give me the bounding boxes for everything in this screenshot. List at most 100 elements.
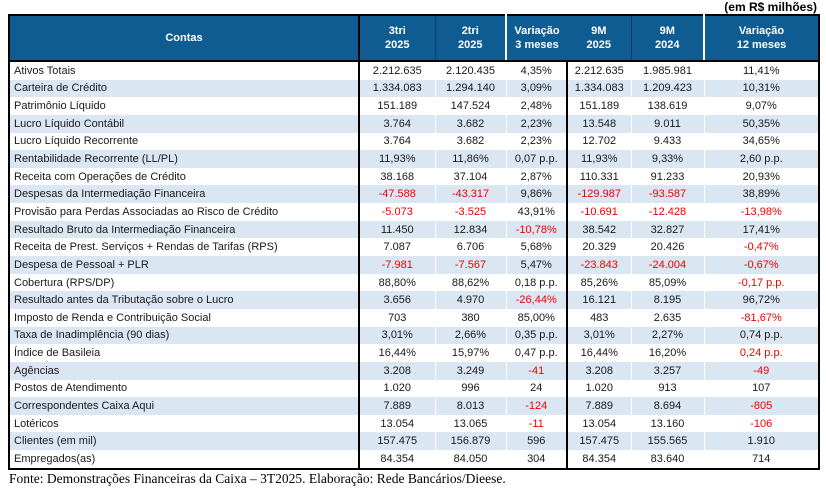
value-cell: 50,35% bbox=[704, 114, 819, 133]
table-row: Resultado antes da Tributação sobre o Lu… bbox=[9, 291, 819, 309]
value-cell: 10,31% bbox=[704, 79, 819, 98]
row-label: Despesas da Intermediação Financeira bbox=[9, 185, 360, 204]
row-label: Ativos Totais bbox=[9, 61, 360, 80]
table-row: Provisão para Perdas Associadas ao Risco… bbox=[9, 203, 819, 221]
row-label: Imposto de Renda e Contribuição Social bbox=[9, 308, 360, 327]
value-cell: 157.475 bbox=[567, 432, 632, 451]
value-cell: -7.567 bbox=[435, 256, 507, 274]
table-row: Agências 3.208 3.249 -41 3.208 3.257 -49 bbox=[9, 361, 819, 380]
row-label: Rentabilidade Recorrente (LL/PL) bbox=[9, 150, 360, 168]
value-cell: -0,47% bbox=[704, 238, 819, 257]
table-row: Correspondentes Caixa Aqui 7.889 8.013 -124… bbox=[9, 397, 819, 415]
value-cell: 2,66% bbox=[435, 326, 507, 345]
value-cell: 3,09% bbox=[506, 79, 568, 98]
value-cell: -805 bbox=[704, 397, 819, 415]
row-label: Resultado Bruto da Intermediação Finance… bbox=[9, 220, 360, 239]
value-cell: 304 bbox=[506, 450, 568, 469]
column-header-line: 3 meses bbox=[515, 39, 559, 51]
value-cell: 1.334.083 bbox=[359, 79, 436, 98]
value-cell: 9,07% bbox=[704, 97, 819, 115]
value-cell: 3.208 bbox=[567, 361, 632, 380]
value-cell: 1.209.423 bbox=[631, 79, 705, 98]
value-cell: 20,93% bbox=[704, 167, 819, 186]
table-row: Rentabilidade Recorrente (LL/PL) 11,93% 11… bbox=[9, 150, 819, 168]
value-cell: 2.120.435 bbox=[435, 61, 507, 80]
value-cell: -49 bbox=[704, 361, 819, 380]
value-cell: 0,35 p.p. bbox=[506, 326, 568, 345]
table-row: Lotéricos 13.054 13.065 -11 13.054 13.160 -106 bbox=[9, 414, 819, 433]
value-cell: 38.542 bbox=[567, 220, 632, 239]
value-cell: -47.588 bbox=[359, 185, 436, 204]
value-cell: 16,44% bbox=[567, 344, 632, 362]
row-label: Provisão para Perdas Associadas ao Risco… bbox=[9, 203, 360, 221]
value-cell: 2.635 bbox=[631, 308, 705, 327]
row-label: Cobertura (RPS/DP) bbox=[9, 273, 360, 292]
value-cell: 85,26% bbox=[567, 273, 632, 292]
table-row: Resultado Bruto da Intermediação Finance… bbox=[9, 220, 819, 239]
value-cell: 16,44% bbox=[359, 344, 436, 362]
value-cell: -43.317 bbox=[435, 185, 507, 204]
value-cell: 9,86% bbox=[506, 185, 568, 204]
value-cell: 85,00% bbox=[506, 308, 568, 327]
column-header: 9M 2025 bbox=[567, 15, 632, 62]
value-cell: 96,72% bbox=[704, 291, 819, 309]
value-cell: 16,20% bbox=[631, 344, 705, 362]
column-header-line: 2024 bbox=[655, 39, 680, 51]
value-cell: 2.212.635 bbox=[567, 61, 632, 80]
column-header-line: 3tri bbox=[388, 25, 406, 37]
value-cell: 84.050 bbox=[435, 450, 507, 469]
value-cell: -81,67% bbox=[704, 308, 819, 327]
value-cell: 13.054 bbox=[567, 414, 632, 433]
value-cell: 1.020 bbox=[567, 379, 632, 398]
value-cell: 1.020 bbox=[359, 379, 436, 398]
table-row: Postos de Atendimento 1.020 996 24 1.020 913 1… bbox=[9, 379, 819, 398]
value-cell: -23.843 bbox=[567, 256, 632, 274]
value-cell: 714 bbox=[704, 450, 819, 469]
value-cell: 1.985.981 bbox=[631, 61, 705, 80]
value-cell: 11,41% bbox=[704, 61, 819, 80]
value-cell: 0,07 p.p. bbox=[506, 150, 568, 168]
value-cell: 3.257 bbox=[631, 361, 705, 380]
value-cell: 20.329 bbox=[567, 238, 632, 257]
table-body: Ativos Totais 2.212.635 2.120.435 4,35% 2.21… bbox=[9, 61, 819, 469]
value-cell: 12.702 bbox=[567, 132, 632, 151]
value-cell: 3.249 bbox=[435, 361, 507, 380]
value-cell: 2,87% bbox=[506, 167, 568, 186]
column-header-line: Variação bbox=[738, 25, 785, 37]
value-cell: 3.764 bbox=[359, 114, 436, 133]
column-header-line: 2025 bbox=[586, 39, 611, 51]
value-cell: 4.970 bbox=[435, 291, 507, 309]
value-cell: -24.004 bbox=[631, 256, 705, 274]
value-cell: -10,78% bbox=[506, 220, 568, 239]
value-cell: 85,09% bbox=[631, 273, 705, 292]
column-header-line: 12 meses bbox=[736, 39, 787, 51]
table-row: Taxa de Inadimplência (90 dias) 3,01% 2,66… bbox=[9, 326, 819, 345]
value-cell: -13,98% bbox=[704, 203, 819, 221]
table-row: Lucro Líquido Recorrente 3.764 3.682 2,23% 1… bbox=[9, 132, 819, 151]
table-row: Cobertura (RPS/DP) 88,80% 88,62% 0,18 p.p. 8… bbox=[9, 273, 819, 292]
value-cell: 83.640 bbox=[631, 450, 705, 469]
value-cell: 155.565 bbox=[631, 432, 705, 451]
column-header: Variação 3 meses bbox=[506, 15, 567, 62]
value-cell: 8.694 bbox=[631, 397, 705, 415]
column-header: 9M 2024 bbox=[631, 15, 705, 62]
value-cell: 2,23% bbox=[506, 114, 568, 133]
value-cell: 3,01% bbox=[567, 326, 632, 345]
value-cell: 138.619 bbox=[631, 97, 705, 115]
row-label: Receita de Prest. Serviços + Rendas de T… bbox=[9, 238, 360, 257]
value-cell: 11.450 bbox=[359, 220, 436, 239]
value-cell: 8.195 bbox=[631, 291, 705, 309]
value-cell: 91.233 bbox=[631, 167, 705, 186]
table-row: Clientes (em mil) 157.475 156.879 596 157.47… bbox=[9, 432, 819, 451]
row-label: Lucro Líquido Contábil bbox=[9, 114, 360, 133]
value-cell: -41 bbox=[506, 361, 568, 380]
value-cell: 16.121 bbox=[567, 291, 632, 309]
value-cell: 84.354 bbox=[567, 450, 632, 469]
value-cell: 3.682 bbox=[435, 114, 507, 133]
value-cell: 17,41% bbox=[704, 220, 819, 239]
table-row: Carteira de Crédito 1.334.083 1.294.140 3,0… bbox=[9, 79, 819, 98]
value-cell: 38.168 bbox=[359, 167, 436, 186]
value-cell: 7.087 bbox=[359, 238, 436, 257]
value-cell: 24 bbox=[506, 379, 568, 398]
table-row: Receita com Operações de Crédito 38.168 37… bbox=[9, 167, 819, 186]
